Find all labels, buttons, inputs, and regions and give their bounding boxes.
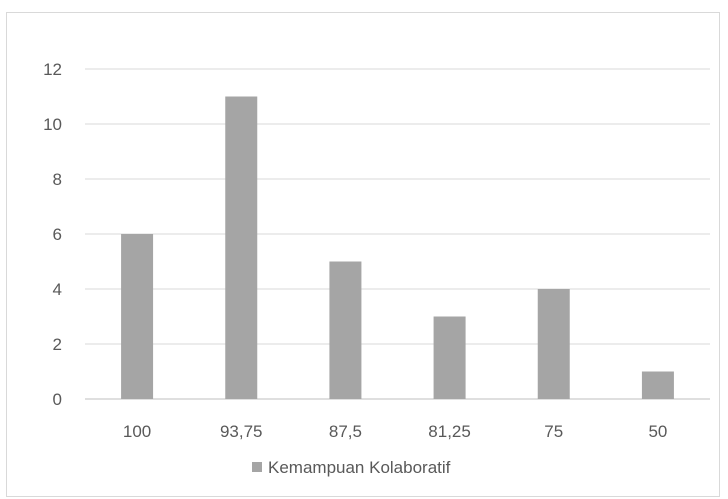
x-tick-label: 87,5: [329, 422, 362, 441]
bar: [537, 289, 570, 399]
x-tick-label: 93,75: [220, 422, 263, 441]
x-tick-label: 75: [544, 422, 563, 441]
y-tick-label: 2: [53, 335, 62, 354]
legend-swatch: [252, 462, 262, 472]
bar: [225, 96, 258, 399]
gridlines: [85, 68, 710, 400]
y-tick-label: 10: [43, 115, 62, 134]
y-tick-label: 8: [53, 170, 62, 189]
y-tick-label: 6: [53, 225, 62, 244]
bars: [121, 96, 674, 399]
legend-label: Kemampuan Kolaboratif: [268, 458, 451, 477]
bar: [433, 316, 466, 399]
y-tick-label: 0: [53, 390, 62, 409]
y-axis-ticks: 0 2 4 6 8 10 12: [43, 60, 62, 409]
x-tick-label: 50: [648, 422, 667, 441]
bar: [641, 371, 674, 399]
x-axis-ticks: 100 93,75 87,5 81,25 75 50: [123, 422, 667, 441]
legend: Kemampuan Kolaboratif: [252, 458, 451, 477]
y-tick-label: 4: [53, 280, 62, 299]
x-tick-label: 100: [123, 422, 151, 441]
bar: [329, 261, 362, 399]
bar: [121, 234, 154, 399]
y-tick-label: 12: [43, 60, 62, 79]
x-tick-label: 81,25: [428, 422, 471, 441]
